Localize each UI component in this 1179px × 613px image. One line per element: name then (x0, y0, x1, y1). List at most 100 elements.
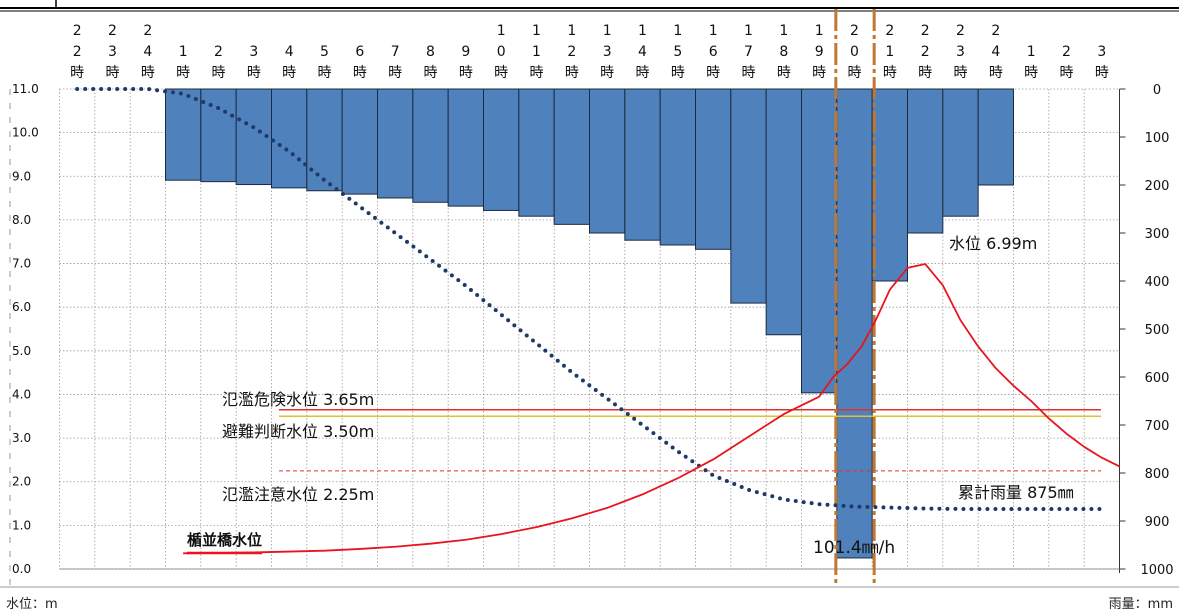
hour-label: 4 (991, 44, 1000, 60)
hour-label: 1 (532, 44, 541, 60)
left-tick-label: 6.0 (12, 300, 31, 314)
hour-label: 2 (567, 44, 576, 60)
threshold-lines (279, 408, 1101, 472)
rainfall-bar (801, 88, 838, 394)
hour-label: 1 (603, 23, 612, 39)
rainfall-bar (341, 88, 378, 195)
hour-label: 1 (179, 44, 188, 60)
right-tick-label: 400 (1145, 275, 1170, 290)
hour-label: 0 (850, 44, 859, 60)
right-tick-label: 500 (1145, 323, 1170, 338)
rainfall-bar (200, 88, 237, 183)
hour-label: 2 (885, 23, 894, 39)
hour-label: 時 (388, 65, 402, 81)
left-tick-label: 7.0 (12, 257, 31, 271)
rainfall-bar (730, 88, 767, 304)
hour-label: 時 (530, 65, 544, 81)
hour-label: 時 (247, 65, 261, 81)
hour-label: 0 (497, 44, 506, 60)
hour-label: 6 (355, 44, 364, 60)
left-tick-label: 2.0 (12, 475, 31, 489)
hour-label: 4 (638, 44, 647, 60)
grid (9, 88, 1120, 587)
left-tick-label: 11.0 (12, 82, 39, 96)
right-axis-unit: 雨量：mm (1108, 597, 1173, 612)
hour-label: 1 (567, 23, 576, 39)
hour-label: 2 (73, 44, 82, 60)
right-tick-label: 100 (1145, 131, 1170, 146)
rainfall-bar (518, 88, 555, 217)
rainfall-bar (447, 88, 484, 207)
hour-label: 時 (318, 65, 332, 81)
hour-label: 時 (812, 65, 826, 81)
rainfall-bar (871, 88, 909, 282)
hour-label: 時 (989, 65, 1003, 81)
cumulative-rainfall-line (75, 87, 1104, 511)
hour-labels: 2 2 時 2 3 時 2 4 時 1 時 2 時 3 時 4 時 5 時 6 時 7 時 8 時 9 時 1 0 時 1 1 時 1 2 時 1 3 時 1… (70, 23, 1109, 81)
peak-rain-label: 101.4㎜/h (813, 538, 895, 558)
hour-label: 時 (918, 65, 932, 81)
peak-window-lines (834, 9, 876, 587)
hour-label: 時 (636, 65, 650, 81)
hour-label: 7 (744, 44, 753, 60)
left-tick-label: 4.0 (12, 387, 31, 401)
hour-label: 3 (956, 44, 965, 60)
rainfall-bar (659, 88, 697, 246)
right-axis-ticks: 0 100 200 300 400 500 600 700 800 900 1000 (1119, 83, 1174, 578)
left-tick-label: 10.0 (12, 126, 39, 140)
hour-label: 1 (815, 23, 824, 39)
water-level-line (183, 263, 1120, 555)
hour-label: 時 (282, 65, 296, 81)
hour-label: 1 (532, 23, 541, 39)
rainfall-bar (483, 88, 520, 211)
hour-label: 5 (320, 44, 329, 60)
hour-label: 8 (779, 44, 788, 60)
hour-label: 2 (921, 44, 930, 60)
rainfall-bar (271, 88, 308, 189)
hour-label: 2 (143, 23, 152, 39)
rainfall-bar (412, 88, 449, 203)
hour-label: 時 (70, 65, 84, 81)
cumulative-rainfall-series (75, 87, 1104, 511)
left-tick-label: 9.0 (12, 169, 31, 183)
hour-label: 時 (424, 65, 438, 81)
left-tick-label: 5.0 (12, 344, 31, 358)
right-tick-label: 900 (1145, 515, 1170, 530)
hour-label: 時 (706, 65, 720, 81)
left-tick-label: 8.0 (12, 213, 31, 227)
rainfall-bar (377, 88, 414, 199)
hour-label: 2 (1062, 44, 1071, 60)
rainfall-bar (306, 88, 343, 192)
hour-label: 2 (921, 23, 930, 39)
hour-label: 時 (106, 65, 120, 81)
left-tick-label: 1.0 (12, 518, 31, 532)
right-tick-label: 0 (1153, 83, 1161, 98)
rainfall-bar (589, 88, 626, 234)
right-tick-label: 600 (1145, 371, 1170, 386)
left-axis-unit: 水位：m (6, 597, 58, 612)
left-axis-ticks: 0.0 1.0 2.0 3.0 4.0 5.0 6.0 7.0 8.0 9.0 10.0 11.0 (12, 82, 39, 576)
hour-label: 8 (426, 44, 435, 60)
hour-label: 3 (603, 44, 612, 60)
hour-label: 1 (673, 23, 682, 39)
hour-label: 9 (815, 44, 824, 60)
hour-label: 2 (991, 23, 1000, 39)
hour-label: 1 (497, 23, 506, 39)
cumulative-rainfall-label: 累計雨量 875㎜ (958, 483, 1074, 502)
hour-label: 6 (709, 44, 718, 60)
hour-label: 時 (353, 65, 367, 81)
hour-label: 時 (1060, 65, 1074, 81)
water-level-series (183, 263, 1120, 555)
threshold-label-danger: 氾濫危険水位 3.65m (222, 390, 374, 409)
hour-label: 時 (1024, 65, 1038, 81)
hour-label: 2 (73, 23, 82, 39)
hour-label: 時 (777, 65, 791, 81)
rainfall-bar (907, 88, 944, 234)
hour-label: 時 (212, 65, 226, 81)
hour-label: 時 (459, 65, 473, 81)
rainfall-bar (165, 88, 202, 181)
hour-label: 時 (883, 65, 897, 81)
hour-label: 1 (779, 23, 788, 39)
hour-label: 3 (1097, 44, 1106, 60)
